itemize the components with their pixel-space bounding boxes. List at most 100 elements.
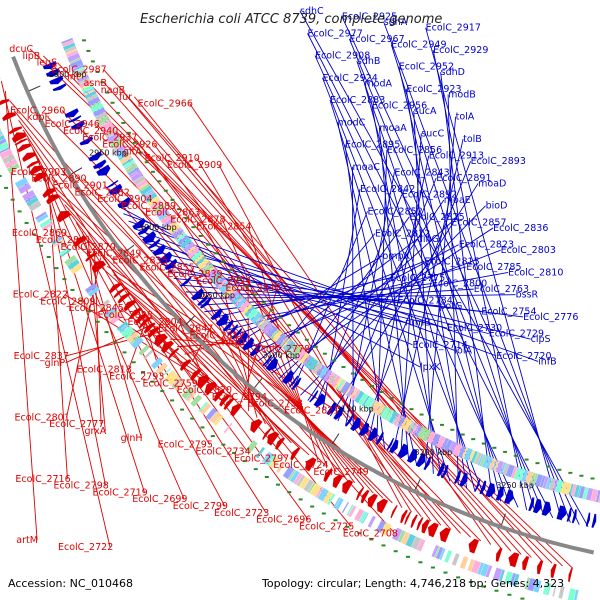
reverse-gene-label[interactable]: ihfB: [538, 356, 557, 367]
forward-gene-label[interactable]: EcolC_2699: [132, 494, 187, 505]
forward-gene-label[interactable]: grxA: [85, 426, 107, 437]
reverse-gene-label[interactable]: clpS: [531, 334, 551, 345]
forward-gene-label[interactable]: EcolC_2835: [112, 255, 167, 266]
forward-gene-label[interactable]: EcolC_2841: [36, 235, 91, 246]
forward-gene-label[interactable]: EcolC_2890: [31, 174, 86, 185]
reverse-gene-label[interactable]: EcolC_2720: [496, 351, 551, 362]
reverse-gene-label[interactable]: EcolC_2892: [402, 190, 457, 201]
reverse-gene-label[interactable]: bssR: [516, 290, 539, 301]
reverse-gene-label[interactable]: EcolC_2729: [489, 329, 544, 340]
forward-gene-label[interactable]: EcolC_2759: [143, 378, 198, 389]
reverse-gene-label[interactable]: EcolC_2784: [398, 295, 453, 306]
reverse-gene-label[interactable]: EcolC_2949: [391, 39, 446, 50]
forward-gene-label[interactable]: EcolC_2870: [61, 242, 116, 253]
reverse-gene-label[interactable]: EcolC_2785: [466, 262, 521, 273]
forward-gene-label[interactable]: EcolC_2777: [49, 419, 104, 430]
forward-gene-label[interactable]: EcolC_2901: [53, 180, 108, 191]
reverse-gene-label[interactable]: potG: [439, 301, 462, 312]
forward-gene-label[interactable]: EcolC_2903: [11, 167, 66, 178]
forward-gene-label[interactable]: EcolC_2821: [284, 406, 339, 417]
forward-gene-label[interactable]: nagB: [101, 85, 125, 96]
reverse-gene-label[interactable]: EcolC_2929: [433, 45, 488, 56]
forward-gene-label[interactable]: EcolC_2778: [255, 344, 310, 355]
reverse-gene-label[interactable]: moaD: [478, 178, 506, 189]
forward-gene-label[interactable]: asnB: [84, 78, 107, 89]
forward-gene-label[interactable]: fur: [119, 92, 132, 103]
forward-gene-label[interactable]: glnP: [45, 358, 66, 369]
forward-gene-label[interactable]: glnH: [121, 433, 143, 444]
forward-gene-label[interactable]: EcolC_2794: [212, 392, 267, 403]
reverse-gene-label[interactable]: EcolC_2730: [447, 323, 502, 334]
forward-gene-label[interactable]: EcolC_2817: [190, 331, 245, 342]
reverse-gene-label[interactable]: EcolC_2917: [426, 23, 481, 34]
reverse-gene-label[interactable]: EcolC_2913: [429, 151, 484, 162]
forward-gene-label[interactable]: EcolC_2940: [63, 126, 118, 137]
reverse-gene-label[interactable]: moaE: [444, 195, 471, 206]
forward-gene-label[interactable]: rimO: [222, 337, 245, 348]
reverse-gene-label[interactable]: moaA: [379, 123, 407, 134]
forward-gene-label[interactable]: EcolC_2863: [145, 208, 200, 219]
reverse-gene-label[interactable]: bioD: [486, 201, 508, 212]
reverse-gene-label[interactable]: EcolC_2925: [342, 12, 397, 23]
forward-gene-label[interactable]: EcolC_2946: [45, 119, 100, 130]
reverse-gene-label[interactable]: EcolC_2810: [508, 267, 563, 278]
forward-gene-label[interactable]: EcolC_2878: [170, 215, 225, 226]
forward-gene-label[interactable]: EcolC_2937: [82, 133, 137, 144]
forward-gene-label[interactable]: EcolC_2840: [226, 283, 281, 294]
reverse-gene-label[interactable]: EcolC_2803: [501, 245, 556, 256]
reverse-gene-label[interactable]: EcolC_2924: [323, 73, 378, 84]
forward-gene-label[interactable]: EcolC_2749: [313, 467, 368, 478]
reverse-gene-label[interactable]: EcolC_2823: [459, 240, 514, 251]
forward-gene-label[interactable]: EcolC_2795: [158, 440, 213, 451]
reverse-gene-label[interactable]: EcolC_2836: [493, 223, 548, 234]
forward-gene-label[interactable]: EcolC_2696: [256, 515, 311, 526]
forward-gene-label[interactable]: EcolC_2987: [51, 64, 106, 75]
reverse-gene-label[interactable]: EcolC_2763: [474, 284, 529, 295]
reverse-gene-label[interactable]: EcolC_2800: [432, 279, 487, 290]
forward-gene-label[interactable]: gltA: [123, 146, 142, 157]
reverse-gene-label[interactable]: EcolC_2977: [308, 28, 363, 39]
forward-gene-label[interactable]: EcolC_2822: [13, 290, 68, 301]
forward-gene-label[interactable]: EcolC_2847: [158, 324, 213, 335]
forward-gene-label[interactable]: EcolC_2719: [92, 487, 147, 498]
forward-gene-label[interactable]: EcolC_2722: [58, 542, 113, 553]
reverse-gene-label[interactable]: EcolC_2852: [368, 206, 423, 217]
reverse-gene-label[interactable]: EcolC_2714: [413, 340, 468, 351]
reverse-gene-label[interactable]: EcolC_2956: [372, 101, 427, 112]
forward-gene-label[interactable]: lipB: [22, 51, 40, 62]
forward-gene-label[interactable]: EcolC_2723: [214, 508, 269, 519]
reverse-gene-label[interactable]: EcolC_2857: [451, 217, 506, 228]
forward-gene-label[interactable]: EcolC_2818: [77, 365, 132, 376]
forward-gene-label[interactable]: EcolC_2801: [15, 412, 70, 423]
forward-gene-label[interactable]: kdpF: [27, 112, 50, 123]
reverse-gene-label[interactable]: lolA: [454, 345, 472, 356]
reverse-gene-label[interactable]: dinG: [417, 234, 439, 245]
reverse-gene-label[interactable]: sucC: [421, 128, 444, 139]
reverse-gene-label[interactable]: modB: [448, 89, 476, 100]
forward-gene-label[interactable]: EcolC_2809: [40, 296, 95, 307]
reverse-gene-label[interactable]: sdhA: [384, 17, 408, 28]
forward-gene-label[interactable]: EcolC_2793: [109, 371, 164, 382]
reverse-gene-label[interactable]: EcolC_2967: [349, 34, 404, 45]
forward-gene-label[interactable]: EcolC_2837: [14, 351, 69, 362]
reverse-gene-label[interactable]: EcolC_2825: [409, 212, 464, 223]
forward-gene-label[interactable]: EcolC_2798: [54, 481, 109, 492]
forward-gene-label[interactable]: EcolC_2724: [273, 460, 328, 471]
forward-gene-label[interactable]: EcolC_2889: [121, 201, 176, 212]
forward-gene-label[interactable]: EcolC_2882: [75, 187, 130, 198]
forward-gene-label[interactable]: EcolC_2960: [10, 105, 65, 116]
reverse-gene-label[interactable]: EcolC_2893: [471, 156, 526, 167]
reverse-gene-label[interactable]: lpxK: [420, 362, 441, 373]
forward-gene-label[interactable]: EcolC_2734: [195, 446, 250, 457]
forward-gene-label[interactable]: artM: [16, 535, 38, 546]
reverse-gene-label[interactable]: EcolC_2842: [360, 184, 415, 195]
reverse-gene-label[interactable]: tolA: [456, 112, 475, 123]
reverse-gene-label[interactable]: rumB: [405, 318, 431, 329]
reverse-gene-label[interactable]: ompX: [383, 251, 411, 262]
reverse-gene-label[interactable]: sdhB: [357, 56, 381, 67]
forward-gene-label[interactable]: EcolC_2799: [173, 501, 228, 512]
reverse-gene-label[interactable]: EcolC_2843: [394, 167, 449, 178]
forward-gene-label[interactable]: EcolC_2854: [196, 221, 251, 232]
forward-gene-label[interactable]: EcolC_2758: [248, 399, 303, 410]
